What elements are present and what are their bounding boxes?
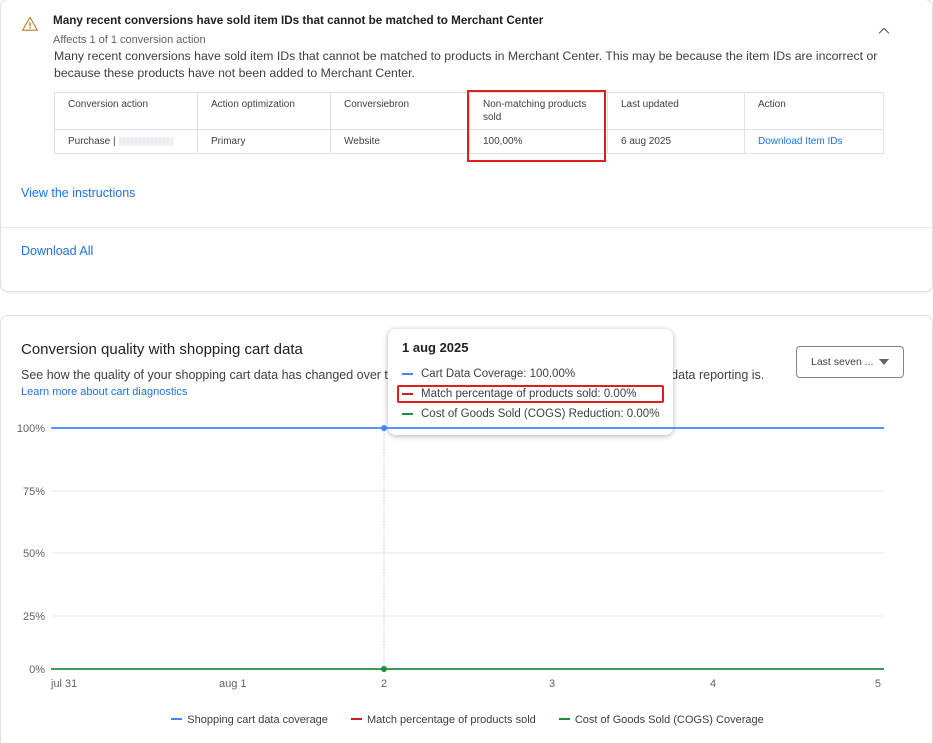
svg-text:3: 3 — [549, 678, 555, 690]
svg-text:25%: 25% — [23, 611, 45, 623]
svg-text:4: 4 — [710, 678, 716, 690]
svg-text:0%: 0% — [29, 664, 45, 676]
svg-text:50%: 50% — [23, 548, 45, 560]
svg-text:75%: 75% — [23, 486, 45, 498]
svg-text:5: 5 — [875, 678, 881, 690]
svg-text:100%: 100% — [17, 423, 45, 435]
svg-text:2: 2 — [381, 678, 387, 690]
svg-text:aug 1: aug 1 — [219, 678, 247, 690]
svg-text:jul 31: jul 31 — [50, 678, 77, 690]
